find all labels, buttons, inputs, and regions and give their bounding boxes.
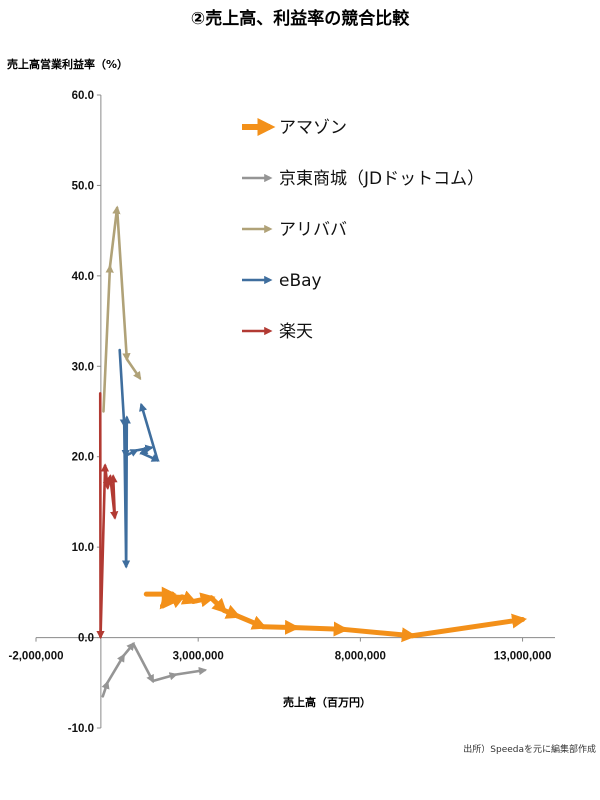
series-segment bbox=[109, 474, 118, 519]
series-segment bbox=[125, 357, 142, 381]
series-segment bbox=[140, 451, 160, 462]
series-segment bbox=[260, 619, 300, 635]
series-segment bbox=[234, 613, 268, 630]
legend-label: アリババ bbox=[279, 220, 347, 240]
series-segment bbox=[102, 264, 114, 413]
series-segment bbox=[106, 653, 125, 685]
y-tick-label: 50.0 bbox=[72, 180, 94, 192]
series-segment bbox=[341, 626, 417, 643]
series-segment bbox=[139, 402, 159, 462]
series-segment bbox=[190, 592, 216, 608]
series-segment bbox=[151, 672, 178, 683]
legend-label: eBay bbox=[279, 271, 322, 291]
series-0 bbox=[143, 586, 528, 643]
series-segment bbox=[124, 449, 139, 458]
y-tick-label: 20.0 bbox=[72, 452, 94, 464]
chart-title: ②売上高、利益率の競合比較 bbox=[191, 8, 410, 29]
legend-label: 京東商城（JDドットコム） bbox=[279, 169, 484, 189]
series-segment bbox=[108, 205, 121, 269]
series-4 bbox=[96, 392, 119, 640]
x-tick-label: 8,000,000 bbox=[335, 651, 386, 663]
y-tick-label: 0.0 bbox=[78, 633, 94, 645]
series-segment bbox=[139, 446, 153, 455]
series-segment bbox=[121, 416, 130, 459]
legend-label: アマゾン bbox=[279, 118, 347, 138]
series-segment bbox=[132, 642, 155, 684]
y-axis-title: 売上高営業利益率（%） bbox=[7, 57, 128, 71]
series-segment bbox=[101, 680, 110, 698]
x-axis-title: 売上高（百万円） bbox=[283, 695, 371, 709]
source-note: 出所）Speedaを元に編集部作成 bbox=[463, 743, 596, 755]
y-tick-label: 60.0 bbox=[72, 90, 94, 102]
series-segment bbox=[293, 621, 349, 637]
series-segment bbox=[160, 594, 187, 609]
series-segment bbox=[115, 206, 131, 362]
y-tick-label: -10.0 bbox=[68, 723, 94, 735]
series-2 bbox=[102, 205, 142, 413]
axes: 60.0 50.0 40.0 30.0 20.0 10.0 0.0 -10.0 -2,000,0… bbox=[9, 90, 555, 735]
x-tick-label: 3,000,000 bbox=[173, 651, 224, 663]
series-segment bbox=[122, 641, 135, 657]
y-tick-label: 40.0 bbox=[72, 271, 94, 283]
x-tick-label: 13,000,000 bbox=[494, 651, 552, 663]
y-tick-label: 10.0 bbox=[72, 542, 94, 554]
x-tick-label: -2,000,000 bbox=[9, 651, 64, 663]
series-segment bbox=[409, 613, 528, 639]
legend-label: 楽天 bbox=[279, 322, 313, 342]
y-tick-label: 30.0 bbox=[72, 361, 94, 373]
series-segment bbox=[208, 595, 228, 614]
series-1 bbox=[101, 641, 208, 698]
series-3 bbox=[118, 348, 160, 569]
series-segment bbox=[118, 348, 129, 428]
series-segment bbox=[174, 666, 208, 676]
series-layer bbox=[96, 205, 528, 698]
series-segment bbox=[99, 463, 110, 638]
